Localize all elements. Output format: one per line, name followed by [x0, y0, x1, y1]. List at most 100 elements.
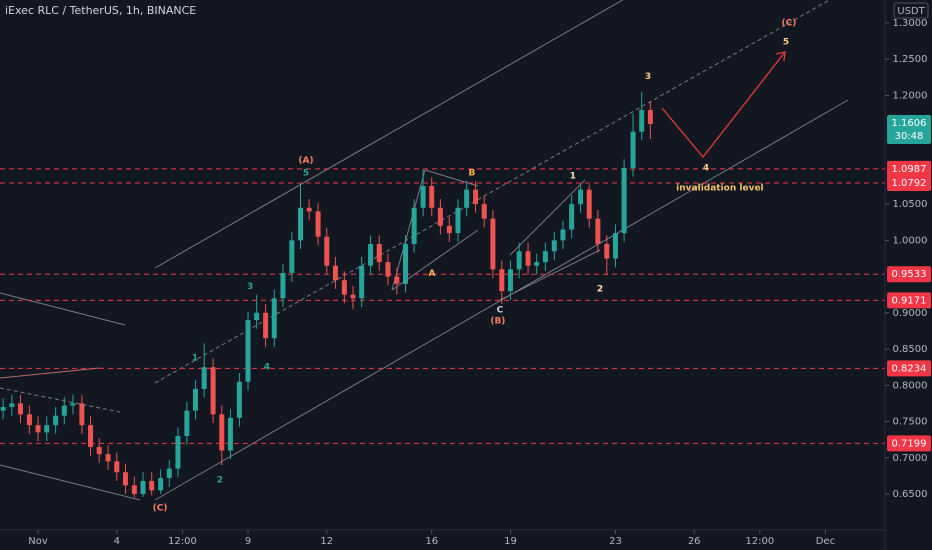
annotation: C: [497, 305, 504, 315]
candle-body: [499, 269, 505, 292]
candle-body: [193, 388, 199, 411]
level-label: 0.7199: [892, 438, 927, 449]
candle-body: [298, 207, 304, 241]
candle-body: [131, 485, 137, 494]
channel-line: [154, 0, 624, 269]
candle-body: [507, 269, 513, 292]
candle-body: [324, 236, 330, 266]
annotation: 4: [703, 163, 709, 173]
triangle-line: [391, 169, 426, 291]
annotation: B: [468, 168, 475, 178]
candle-body: [166, 468, 172, 479]
y-tick-label: 0.8500: [893, 344, 928, 355]
candle-body: [140, 480, 146, 494]
annotation: 1: [192, 353, 198, 363]
candle-body: [368, 243, 374, 266]
x-tick-label: 9: [245, 536, 251, 547]
candle-body: [70, 403, 76, 406]
candle-body: [245, 320, 251, 382]
candle-body: [53, 415, 59, 426]
candle-body: [534, 262, 540, 266]
candle-body: [481, 204, 487, 219]
x-tick-label: 12: [320, 536, 333, 547]
level-tag: [887, 266, 931, 283]
annotation: 2: [597, 284, 603, 294]
candle-body: [306, 207, 312, 212]
candle-body: [612, 233, 618, 259]
candle-body: [219, 414, 225, 451]
candle-body: [446, 225, 452, 234]
candle-body: [61, 405, 67, 416]
candle-body: [96, 446, 102, 455]
candle-body: [289, 240, 295, 273]
candle-body: [402, 243, 408, 284]
unit-box: [893, 2, 929, 19]
candle-body: [490, 218, 496, 270]
y-tick-label: 1.2000: [893, 90, 928, 101]
annotation: (B): [490, 316, 505, 326]
channel-line: [154, 0, 831, 384]
plot-area: [0, 0, 885, 501]
candle-body: [569, 204, 575, 230]
candle-body: [236, 381, 242, 418]
x-tick-label: 4: [114, 536, 120, 547]
candle-body: [429, 186, 435, 208]
x-tick-label: 16: [425, 536, 438, 547]
channel-line: [0, 292, 126, 326]
wave-line: [499, 249, 601, 301]
candle-body: [542, 251, 548, 263]
candle-body: [175, 436, 181, 469]
candle-body: [35, 425, 41, 433]
candle-body: [227, 417, 233, 451]
candle-body: [88, 425, 94, 447]
candle-body: [525, 251, 531, 266]
candle-body: [184, 410, 190, 437]
candle-body: [464, 189, 470, 208]
candle-body: [639, 109, 645, 132]
candle-body: [359, 265, 365, 299]
candle-body: [630, 131, 636, 168]
x-tick-label: 12:00: [168, 536, 197, 547]
y-tick-label: 1.0500: [893, 199, 928, 210]
candle-body: [44, 425, 50, 433]
y-tick-label: 0.7500: [893, 417, 928, 428]
candle-body: [341, 280, 347, 295]
candle-body: [122, 472, 128, 486]
candle-body: [105, 454, 111, 462]
annotation: 5: [783, 37, 789, 47]
candle-body: [201, 367, 207, 389]
candle-body: [604, 243, 610, 259]
candle-body: [271, 298, 277, 339]
chart-title: iExec RLC / TetherUS, 1h, BINANCE: [5, 4, 196, 17]
candle-body: [647, 109, 653, 124]
level-tag: [887, 174, 931, 191]
x-tick-label: 12:00: [745, 536, 774, 547]
x-tick-label: 23: [609, 536, 622, 547]
projection-arrowhead: [775, 51, 786, 62]
candle-body: [79, 403, 85, 426]
candle-body: [551, 240, 557, 252]
annotation: (A): [298, 156, 313, 166]
channel-line: [0, 367, 101, 379]
candle-body: [263, 312, 269, 339]
y-tick-label: 0.8000: [893, 380, 928, 391]
candle-body: [376, 243, 382, 263]
unit-label: USDT: [897, 6, 925, 17]
annotation: 4: [264, 363, 270, 373]
candle-body: [473, 189, 479, 205]
candle-body: [385, 262, 391, 277]
x-tick-label: 26: [688, 536, 701, 547]
annotation: (C): [153, 503, 168, 513]
candle-body: [394, 276, 400, 284]
level-tag: [887, 292, 931, 309]
y-tick-label: 1.3000: [893, 18, 928, 29]
candle-body: [210, 367, 216, 415]
candle-body: [17, 403, 23, 415]
y-tick-label: 1.2500: [893, 54, 928, 65]
level-tag: [887, 160, 931, 177]
annotation: invalidation level: [676, 184, 763, 194]
y-tick-label: 0.9000: [893, 308, 928, 319]
